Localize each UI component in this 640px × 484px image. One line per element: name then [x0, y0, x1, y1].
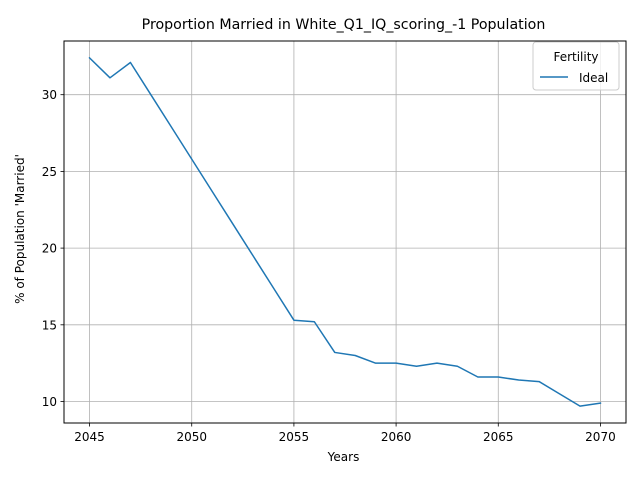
- data-point-2060: [395, 362, 397, 364]
- data-point-2067: [538, 381, 540, 383]
- legend-box: [532, 41, 620, 91]
- y-axis-label: % of Population 'Married': [13, 154, 27, 304]
- data-point-2064: [477, 376, 479, 378]
- x-tick-label-0: 2045: [74, 430, 105, 444]
- data-point-2050: [191, 158, 193, 160]
- data-point-2054: [273, 287, 275, 289]
- chart-title: Proportion Married in White_Q1_IQ_scorin…: [142, 17, 546, 33]
- x-tick-label-1: 2050: [176, 430, 207, 444]
- x-tick-label-3: 2060: [381, 430, 412, 444]
- data-point-2070: [600, 402, 602, 404]
- plot-frame: [63, 40, 627, 424]
- data-point-2069: [579, 405, 581, 407]
- legend-label-ideal: Ideal: [579, 71, 608, 85]
- y-tick-label-4: 30: [42, 88, 57, 102]
- x-axis-label: Years: [327, 450, 360, 464]
- data-point-2057: [334, 352, 336, 354]
- data-point-2059: [375, 362, 377, 364]
- data-point-2051: [211, 191, 213, 193]
- y-tick-label-1: 15: [42, 318, 57, 332]
- data-point-2048: [150, 94, 152, 96]
- y-tick-label-2: 20: [42, 242, 57, 256]
- data-point-2053: [252, 255, 254, 257]
- data-point-2061: [416, 365, 418, 367]
- legend-title: Fertility: [553, 50, 598, 64]
- data-point-2068: [559, 393, 561, 395]
- y-tick-label-0: 10: [42, 395, 57, 409]
- data-point-2062: [436, 362, 438, 364]
- x-tick-label-2: 2055: [279, 430, 310, 444]
- data-point-2045: [89, 57, 91, 59]
- x-tick-label-5: 2070: [585, 430, 616, 444]
- data-point-2052: [232, 223, 234, 225]
- grid: [64, 41, 626, 423]
- ticks: 2045 2050 2055 2060 2065 2070 10 15 20 25 30: [42, 88, 616, 444]
- data-point-2056: [314, 321, 316, 323]
- data-point-2055: [293, 319, 295, 321]
- legend: Fertility Ideal: [532, 41, 620, 91]
- data-point-2065: [498, 376, 500, 378]
- series-line-ideal: [88, 56, 602, 407]
- series-layer: [88, 56, 602, 407]
- data-point-2046: [109, 77, 111, 79]
- data-point-2049: [171, 126, 173, 128]
- data-point-2058: [354, 355, 356, 357]
- y-tick-label-3: 25: [42, 165, 57, 179]
- data-point-2063: [457, 365, 459, 367]
- x-tick-label-4: 2065: [483, 430, 514, 444]
- data-point-2047: [130, 62, 132, 64]
- data-point-2066: [518, 379, 520, 381]
